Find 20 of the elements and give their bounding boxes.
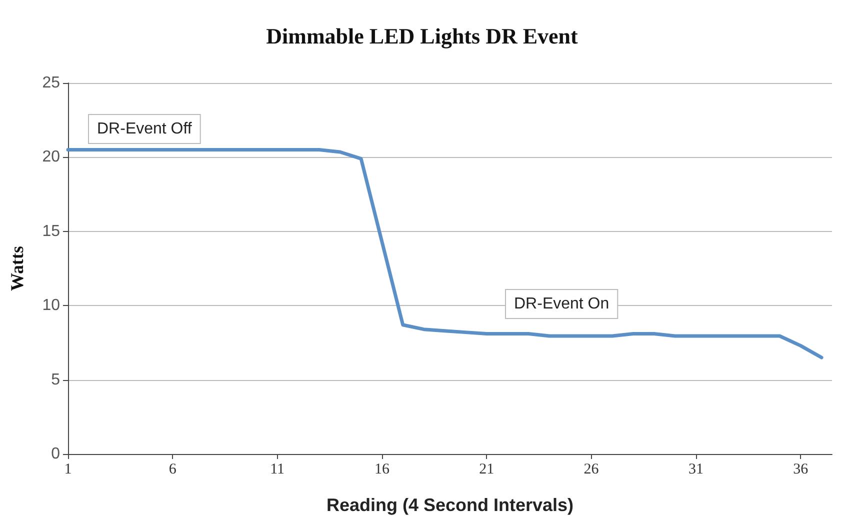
y-tick-label: 15 (42, 222, 60, 240)
y-tick-label: 5 (51, 371, 60, 388)
line-series (66, 148, 824, 360)
y-tick-label: 10 (42, 297, 60, 314)
x-tick-label: 16 (374, 462, 390, 478)
x-tick-label: 11 (270, 462, 285, 478)
y-axis-title: Watts (7, 246, 27, 291)
x-tick-label: 21 (479, 462, 494, 478)
y-tick-label: 25 (42, 74, 60, 92)
annotation: DR-Event Off (97, 120, 192, 138)
x-tick-label: 6 (168, 462, 177, 478)
x-tick-label: 1 (64, 462, 72, 478)
y-tick-label: 20 (42, 148, 60, 166)
x-axis-title: Reading (4 Second Intervals) (326, 495, 574, 515)
y-tick-label: 0 (51, 446, 60, 462)
x-tick-label: 36 (793, 462, 809, 478)
chart-title: Dimmable LED Lights DR Event (266, 24, 579, 48)
x-tick-label: 31 (688, 462, 704, 478)
x-tick-label: 26 (584, 462, 600, 478)
annotation: DR-Event On (514, 296, 610, 312)
